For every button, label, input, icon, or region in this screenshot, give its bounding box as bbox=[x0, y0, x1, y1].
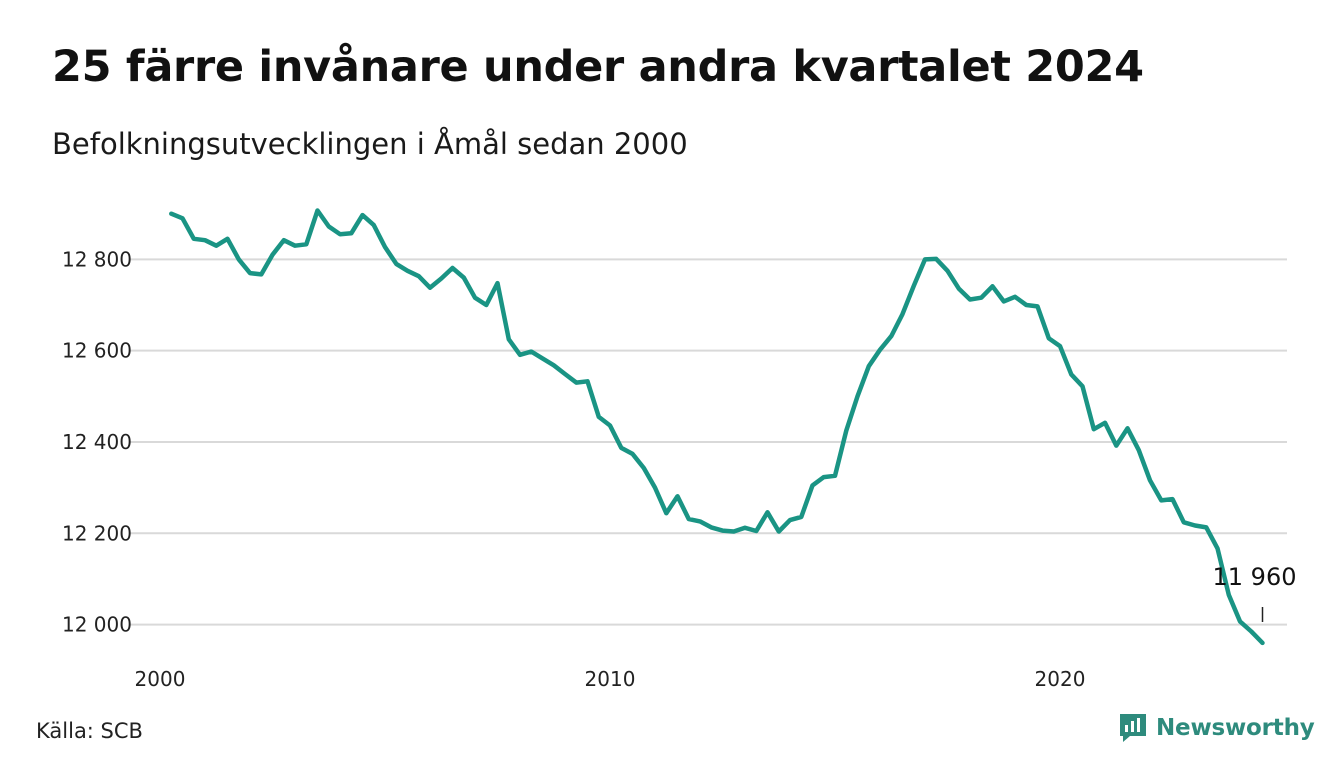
brand-name: Newsworthy bbox=[1156, 715, 1315, 741]
x-tick-label: 2000 bbox=[135, 667, 186, 691]
bar-chart-speech-icon bbox=[1120, 714, 1146, 742]
annotation-layer: 11 960 bbox=[1213, 563, 1297, 622]
x-axis-ticks: 2000 2010 2020 bbox=[135, 667, 1086, 691]
y-tick-label: 12 200 bbox=[62, 521, 132, 545]
series-line bbox=[169, 208, 1265, 646]
y-tick-label: 12 000 bbox=[62, 613, 132, 637]
chart-title: 25 färre invånare under andra kvartalet … bbox=[52, 42, 1144, 92]
y-tick-label: 12 400 bbox=[62, 430, 132, 454]
source-note: Källa: SCB bbox=[36, 719, 143, 743]
end-value-label: 11 960 bbox=[1213, 563, 1297, 591]
y-tick-label: 12 600 bbox=[62, 339, 132, 363]
y-axis-ticks: 12 000 12 200 12 400 12 600 12 800 bbox=[62, 247, 132, 636]
series-layer bbox=[169, 208, 1265, 646]
brand-logo: Newsworthy bbox=[1118, 712, 1315, 744]
grid-lines bbox=[130, 258, 1287, 626]
chart-subtitle: Befolkningsutvecklingen i Åmål sedan 200… bbox=[52, 127, 688, 161]
x-tick-label: 2020 bbox=[1035, 667, 1086, 691]
x-tick-label: 2010 bbox=[585, 667, 636, 691]
y-tick-label: 12 800 bbox=[62, 247, 132, 271]
